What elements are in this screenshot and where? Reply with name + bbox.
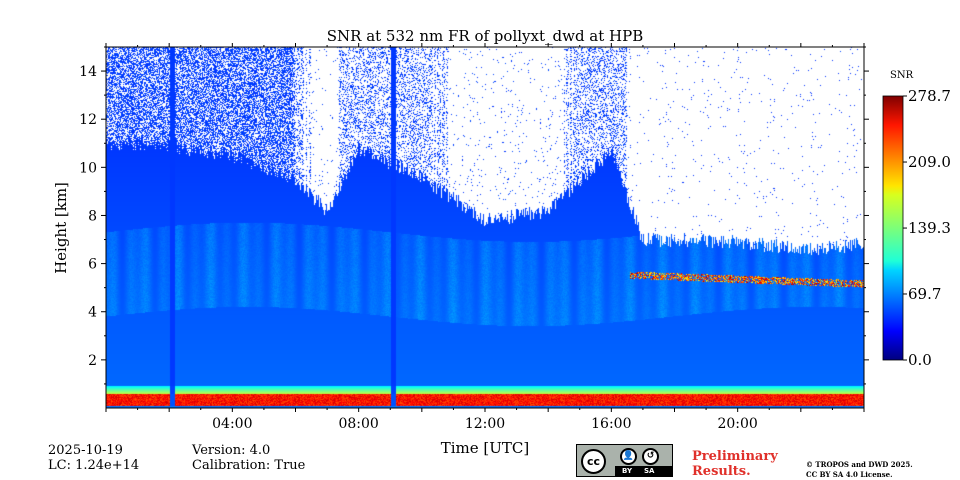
y-tick-label: 8 bbox=[88, 208, 97, 224]
y-axis-label: Height [km] bbox=[52, 182, 70, 274]
colorbar-label: SNR bbox=[890, 70, 914, 81]
y-tick-label: 12 bbox=[79, 112, 97, 128]
date-label: 2025-10-19 bbox=[48, 443, 123, 458]
x-tick-label: 04:00 bbox=[212, 416, 252, 432]
version-label: Version: 4.0 bbox=[192, 443, 271, 458]
by-person-icon: 👤 bbox=[620, 448, 637, 465]
x-tick-label: 20:00 bbox=[717, 416, 757, 432]
colorbar-tick-label: 209.0 bbox=[908, 153, 951, 171]
x-axis: 04:00 08:00 12:00 16:00 20:00 bbox=[105, 43, 865, 432]
x-tick-label: 08:00 bbox=[338, 416, 378, 432]
colorbar bbox=[882, 95, 904, 361]
preliminary-label-1: Preliminary bbox=[692, 449, 778, 464]
colorbar-tick-label: 139.3 bbox=[908, 219, 951, 237]
y-tick-label: 14 bbox=[79, 64, 97, 80]
license-sa-text: SA bbox=[644, 467, 655, 475]
cc-icon: cc bbox=[581, 449, 606, 474]
colorbar-tick-label: 0.0 bbox=[908, 351, 932, 369]
y-tick-label: 4 bbox=[88, 305, 97, 321]
x-tick-label: 16:00 bbox=[591, 416, 631, 432]
x-tick-label: 12:00 bbox=[465, 416, 505, 432]
sa-share-icon: ↺ bbox=[642, 448, 659, 465]
colorbar-tick-label: 278.7 bbox=[908, 87, 951, 105]
colorbar-ticks: 0.0 69.7 139.3 209.0 278.7 bbox=[903, 87, 951, 369]
chart-title: SNR at 532 nm FR of pollyxt_dwd at HPB bbox=[327, 27, 644, 45]
heatmap-raster bbox=[106, 47, 864, 408]
y-tick-label: 2 bbox=[88, 353, 97, 369]
y-axis: 2 4 6 8 10 12 14 bbox=[79, 46, 869, 385]
cc-license-badge: cc 👤 ↺ BY SA bbox=[576, 444, 673, 477]
colorbar-tick-label: 69.7 bbox=[908, 285, 941, 303]
x-axis-label: Time [UTC] bbox=[441, 439, 530, 457]
calibration-label: Calibration: True bbox=[192, 458, 306, 473]
preliminary-label-2: Results. bbox=[692, 464, 751, 479]
copyright-line-2: CC BY SA 4.0 License. bbox=[806, 470, 893, 479]
copyright-line-1: © TROPOS and DWD 2025. bbox=[806, 460, 913, 469]
y-tick-label: 6 bbox=[88, 257, 97, 273]
y-tick-label: 10 bbox=[79, 160, 97, 176]
license-bar bbox=[615, 466, 672, 476]
snr-heatmap bbox=[106, 47, 864, 408]
license-by-text: BY bbox=[622, 467, 633, 475]
lc-label: LC: 1.24e+14 bbox=[48, 458, 140, 473]
